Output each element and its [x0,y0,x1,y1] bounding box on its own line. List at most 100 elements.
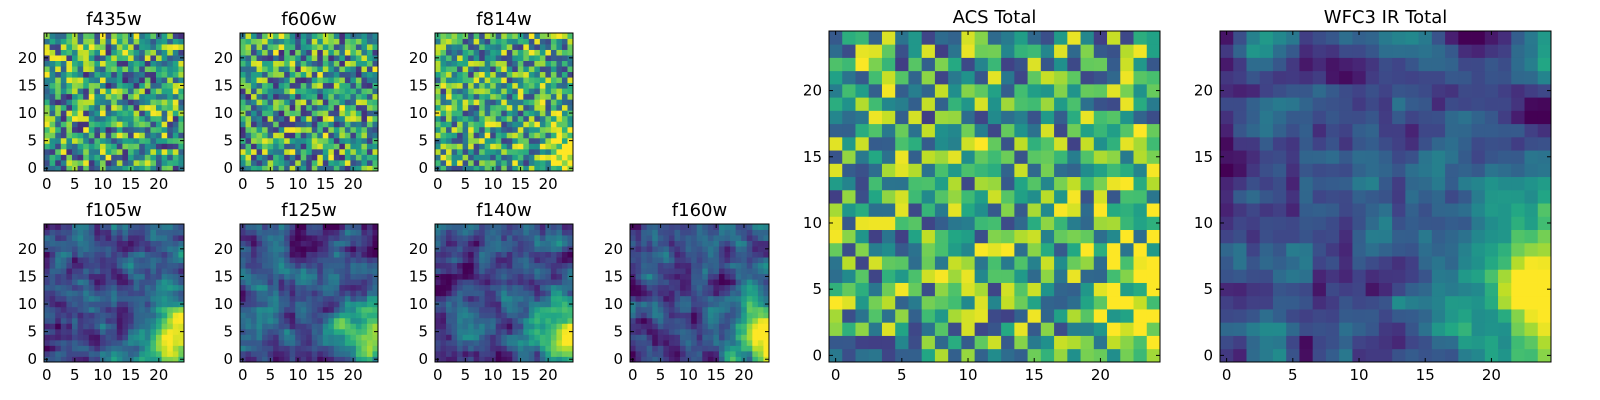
heatmap-cell [495,137,502,144]
heatmap-cell [523,88,530,95]
heatmap-cell [663,235,670,241]
heatmap-cell [339,323,346,330]
heatmap-cell [868,150,883,164]
heatmap-cell [855,203,870,217]
heatmap-cell [746,284,753,291]
heatmap-cell [490,268,497,275]
heatmap-cell [339,224,346,230]
heatmap-cell [94,33,101,39]
heatmap-cell [83,301,90,308]
heatmap-cell [528,356,535,363]
heatmap-cell [724,334,731,341]
heatmap-cell [987,150,1002,164]
heatmap-cell [842,163,856,178]
heatmap-cell [468,55,475,61]
heatmap-cell [550,257,557,264]
heatmap-cell [1093,242,1108,257]
heatmap-cell [556,317,563,324]
heatmap-cell [55,356,62,363]
heatmap-cell [746,290,753,297]
heatmap-cell [172,345,179,352]
heatmap-cell [1054,242,1068,257]
heatmap-cell [691,257,698,264]
heatmap-cell [245,317,252,324]
heatmap-cell [128,82,134,89]
heatmap-cell [60,38,67,45]
heatmap-cell [366,257,373,264]
heatmap-cell [506,224,513,230]
heatmap-cell [139,246,146,252]
heatmap-cell [495,49,502,56]
heatmap-cell [105,317,112,324]
heatmap-cell [361,165,368,172]
heatmap-cell [680,257,686,264]
heatmap-cell [561,126,568,133]
heatmap-cell [1001,256,1015,270]
heatmap-cell [1040,189,1055,204]
heatmap-cell [133,339,140,346]
heatmap-cell [462,273,469,280]
heatmap-cell [506,137,513,144]
heatmap-cell [501,328,508,335]
heatmap-cell [657,301,664,308]
heatmap-cell [328,165,335,172]
heatmap-cell [94,121,101,128]
heatmap-cell [457,246,463,252]
heatmap-cell [361,77,368,84]
heatmap-cell [490,284,497,291]
heatmap-cell [116,262,123,269]
heatmap-cell [468,82,475,89]
heatmap-cell [567,345,574,352]
heatmap-cell [435,312,441,319]
heatmap-cell [94,126,101,133]
heatmap-cell [691,328,698,335]
heatmap-cell [674,339,681,346]
heatmap-cell [94,284,101,291]
heatmap-cell [528,224,535,230]
heatmap-cell [273,273,280,280]
heatmap-cell [1040,176,1055,191]
heatmap-cell [468,137,475,144]
heatmap-cell [105,323,112,330]
heatmap-cell [317,240,324,247]
heatmap-cell [306,126,313,133]
heatmap-cell [495,66,502,73]
heatmap-cell [435,104,441,111]
heatmap-cell [545,312,552,319]
heatmap-cell [167,93,174,100]
heatmap-cell [361,55,368,61]
heatmap-cell [333,49,340,56]
heatmap-cell [328,77,335,84]
heatmap-cell [128,77,134,84]
heatmap-cell [1133,269,1148,283]
heatmap-cell [1146,256,1161,270]
heatmap-cell [256,262,263,269]
heatmap-cell [457,132,463,139]
heatmap-cell [161,290,168,297]
heatmap-cell [344,99,351,106]
heatmap-cell [763,240,770,247]
heatmap-cell [630,339,636,346]
heatmap-cell [517,99,524,106]
heatmap-cell [528,295,535,302]
heatmap-cell [161,71,168,78]
heatmap-cell [289,99,296,106]
heatmap-cell [668,224,675,230]
heatmap-cell [60,295,67,302]
heatmap-cell [468,60,475,67]
heatmap-cell [317,137,324,144]
heatmap-cell [344,137,351,144]
heatmap-cell [111,132,118,139]
heatmap-cell [680,235,686,241]
heatmap-cell [361,317,368,324]
heatmap-cell [55,33,62,39]
heatmap-cell [457,137,463,144]
heatmap-cell [150,350,157,357]
heatmap-cell [100,334,106,341]
heatmap-cell [49,33,56,39]
heatmap-cell [506,82,513,89]
heatmap-cell [707,317,714,324]
heatmap-cell [868,256,883,270]
heatmap-cell [1080,295,1095,310]
heatmap-cell [55,262,62,269]
